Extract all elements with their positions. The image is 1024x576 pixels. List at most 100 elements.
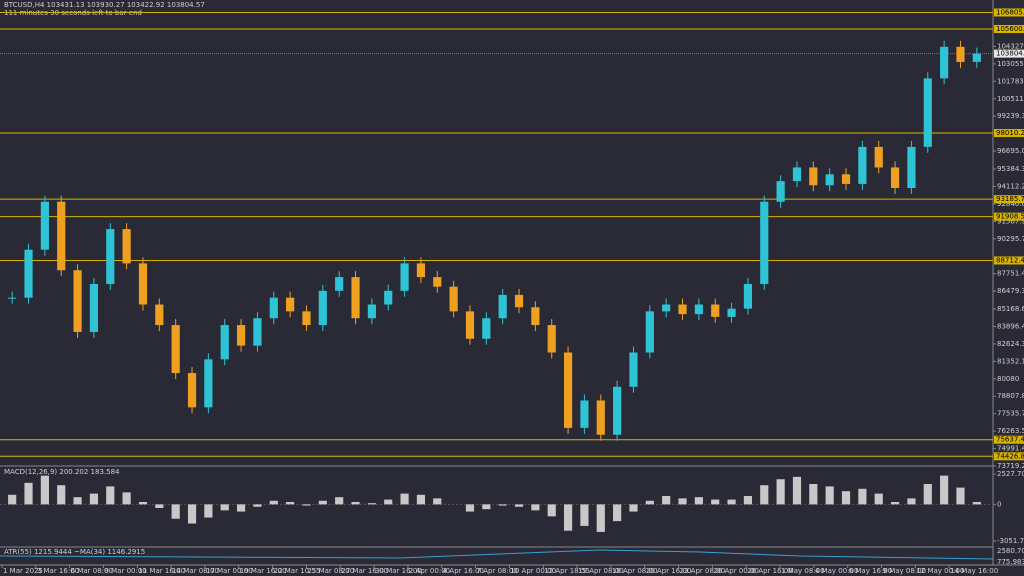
- macd-bar: [907, 498, 916, 505]
- price-tick-label: 74991.4: [997, 445, 1024, 453]
- level-label: 93185.7: [996, 195, 1024, 203]
- macd-bar: [8, 494, 17, 505]
- time-tick-label: 7 Apr 08:00: [477, 567, 518, 575]
- atr-line: [0, 549, 994, 560]
- price-tick-label: 83896.45: [997, 322, 1024, 330]
- time-tick-label: 15 Apr 08:00: [578, 567, 624, 575]
- price-tick-label: 87751.45: [997, 270, 1024, 278]
- macd-label: MACD(12,26,9) 200.202 183.584: [4, 468, 120, 476]
- time-tick-label: 23 Apr 08:00: [680, 567, 726, 575]
- candle-body: [286, 297, 295, 312]
- candle-body: [596, 400, 605, 435]
- macd-tick-label: 2527.701: [997, 470, 1024, 478]
- macd-bar: [187, 504, 197, 524]
- macd-bar: [890, 501, 900, 505]
- price-tick-label: 101783.65: [997, 77, 1024, 85]
- candle-body: [302, 311, 311, 326]
- candle-body: [171, 325, 180, 374]
- candle-body: [8, 297, 17, 299]
- candle-body: [57, 201, 66, 271]
- macd-bar: [711, 499, 720, 505]
- time-tick-label: 25 Mar 08:00: [307, 567, 354, 575]
- macd-bar: [956, 487, 965, 505]
- price-tick-label: 81352.15: [997, 357, 1024, 365]
- macd-bar: [351, 501, 360, 505]
- level-label: 106805.53: [996, 8, 1024, 16]
- candle-body: [465, 311, 475, 339]
- level-label: 74426.84: [996, 452, 1024, 460]
- candle-body: [956, 46, 965, 62]
- macd-bar: [841, 491, 851, 505]
- time-tick-label: 1 Mar 2025: [3, 567, 43, 575]
- time-tick-label: 26 Apr 00:00: [713, 567, 759, 575]
- level-label: 91908.55: [996, 213, 1024, 221]
- macd-bar: [155, 504, 164, 508]
- macd-bar: [596, 504, 605, 532]
- time-tick-label: 14 Mar 08:00: [172, 567, 219, 575]
- candle-body: [122, 229, 131, 264]
- candle-body: [449, 286, 458, 312]
- time-tick-label: 12 May 00:00: [916, 567, 964, 575]
- time-tick-label: 28 Apr 16:00: [747, 567, 793, 575]
- time-tick-label: 9 May 08:00: [883, 567, 927, 575]
- time-tick-label: 14 May 16:00: [950, 567, 998, 575]
- time-tick-label: 18 Apr 08:00: [612, 567, 658, 575]
- macd-bar: [236, 504, 246, 512]
- level-badge: [994, 25, 1024, 34]
- macd-bar: [138, 501, 148, 505]
- candle-body: [335, 277, 344, 291]
- candle-body: [187, 373, 197, 408]
- time-tick-label: 10 Apr 00:00: [510, 567, 556, 575]
- macd-bar: [613, 504, 622, 522]
- macd-bar: [433, 498, 442, 505]
- time-tick-label: 12 Apr 18:55: [544, 567, 590, 575]
- atr-tick: 2580.7081: [997, 547, 1024, 555]
- bid-label: 103804.57: [996, 50, 1024, 58]
- macd-tick-label: -3051.716: [997, 537, 1024, 545]
- macd-bar: [792, 476, 802, 505]
- candle-body: [613, 386, 622, 435]
- macd-bar: [40, 475, 49, 505]
- price-tick-label: 95384.35: [997, 165, 1024, 173]
- candle-body: [727, 308, 736, 317]
- macd-bar: [694, 497, 703, 505]
- macd-bar: [253, 504, 262, 507]
- macd-bar: [335, 497, 344, 505]
- macd-bar: [367, 503, 376, 505]
- atr-tick: 775.9839: [997, 558, 1024, 566]
- candle-body: [694, 304, 703, 315]
- price-tick-label: 90295.75: [997, 235, 1024, 243]
- price-tick-label: 82624.3: [997, 340, 1024, 348]
- level-badge: [994, 435, 1024, 444]
- candle-body: [825, 174, 834, 186]
- macd-bar: [645, 500, 654, 505]
- candle-body: [514, 294, 524, 308]
- macd-bar: [318, 500, 327, 505]
- candle-body: [89, 283, 99, 332]
- macd-bar: [465, 504, 475, 512]
- price-tick-label: 91567.9: [997, 217, 1024, 225]
- candle-body: [40, 201, 49, 250]
- macd-bar: [498, 504, 507, 506]
- atr-label: ATR(55) 1215.9444 ~MA(34) 1146.2915: [4, 548, 145, 556]
- macd-bar: [825, 486, 834, 505]
- level-label: 75637.48: [996, 436, 1024, 444]
- price-tick-label: 76263.55: [997, 427, 1024, 435]
- candle-body: [155, 304, 164, 326]
- candle-body: [24, 249, 33, 298]
- candle-body: [482, 318, 491, 339]
- time-tick-label: 6 Mar 08:00: [71, 567, 113, 575]
- price-tick-label: 103055.8: [997, 60, 1024, 68]
- time-tick-label: 3 Mar 16:00: [37, 567, 79, 575]
- time-tick-label: 2 Apr 00:00: [409, 567, 450, 575]
- candle-body: [711, 304, 720, 317]
- candle-body: [416, 263, 426, 278]
- candle-body: [809, 167, 818, 186]
- macd-bar: [531, 504, 540, 511]
- macd-bar: [171, 504, 180, 519]
- time-tick-label: 9 Mar 00:00: [104, 567, 146, 575]
- macd-bar: [743, 495, 753, 505]
- candle-body: [236, 325, 246, 346]
